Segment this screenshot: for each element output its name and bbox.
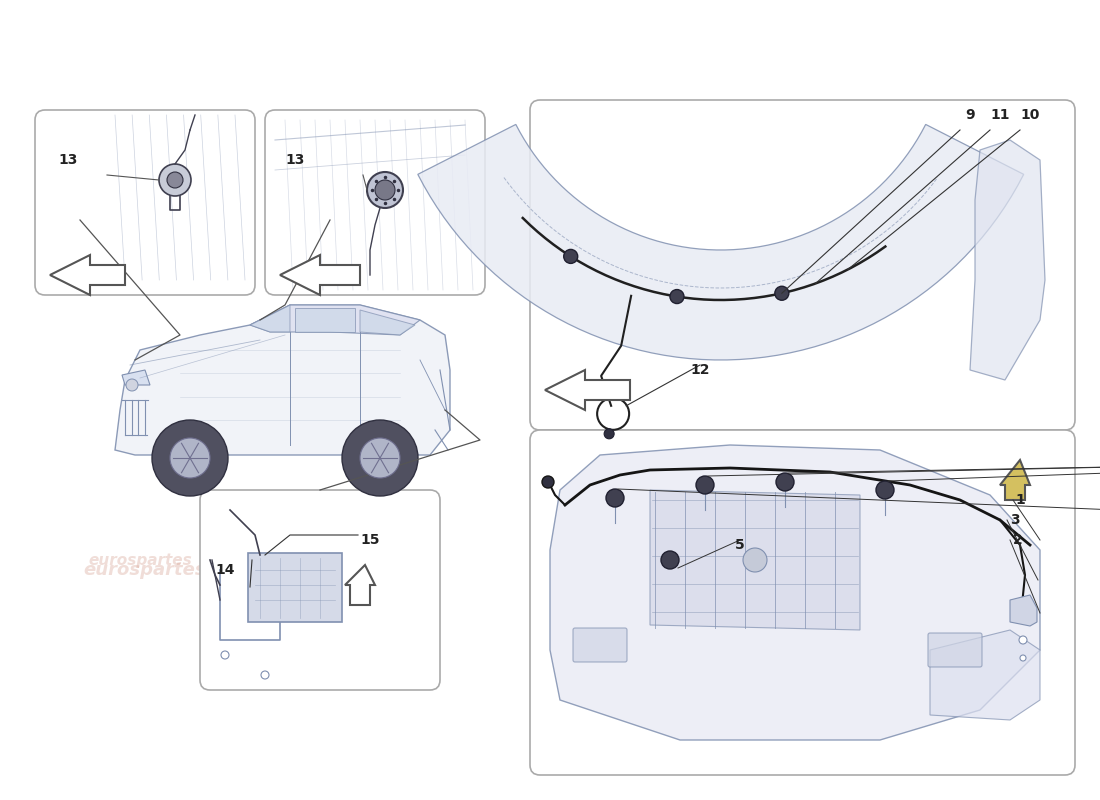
Text: eurospartes: eurospartes [84,561,207,579]
Text: 13: 13 [58,153,77,167]
Circle shape [606,489,624,507]
Text: 11: 11 [990,108,1010,122]
FancyBboxPatch shape [928,633,982,667]
Text: eurospartes: eurospartes [88,553,191,567]
Polygon shape [930,630,1040,720]
Text: eurospartes: eurospartes [758,642,862,658]
Circle shape [604,429,614,439]
Text: 3: 3 [1010,513,1020,527]
Text: eurospartes: eurospartes [84,226,207,244]
Circle shape [542,476,554,488]
Circle shape [661,551,679,569]
Text: eurospartes: eurospartes [318,553,422,567]
Polygon shape [418,125,1024,360]
Text: eurospartes: eurospartes [758,473,862,487]
Polygon shape [550,445,1040,740]
Polygon shape [970,140,1045,380]
Polygon shape [250,305,420,335]
Polygon shape [544,370,630,410]
FancyBboxPatch shape [248,553,342,622]
Circle shape [696,476,714,494]
Text: eurospartes: eurospartes [314,226,437,244]
Polygon shape [295,308,355,332]
FancyBboxPatch shape [573,628,627,662]
Circle shape [742,548,767,572]
Text: eurospartes: eurospartes [669,571,791,589]
Polygon shape [50,255,125,295]
Text: 10: 10 [1021,108,1040,122]
Polygon shape [280,255,360,295]
Circle shape [375,180,395,200]
Circle shape [261,671,270,679]
Circle shape [360,438,400,478]
Circle shape [367,172,403,208]
Circle shape [1020,655,1026,661]
Circle shape [776,473,794,491]
FancyBboxPatch shape [35,110,255,295]
Text: 9: 9 [965,108,975,122]
Polygon shape [116,305,450,455]
Polygon shape [650,490,860,630]
Circle shape [152,420,228,496]
Circle shape [126,379,138,391]
Text: eurospartes: eurospartes [749,561,871,579]
Polygon shape [360,310,415,335]
FancyBboxPatch shape [530,430,1075,775]
Text: 13: 13 [285,153,305,167]
Text: 12: 12 [691,363,710,377]
Text: 1: 1 [1015,493,1025,507]
Text: 5: 5 [735,538,745,552]
Polygon shape [345,565,375,605]
Text: eurospartes: eurospartes [628,193,732,207]
Text: 14: 14 [214,563,234,577]
Polygon shape [250,305,290,332]
Text: 2: 2 [1013,533,1023,547]
Text: eurospartes: eurospartes [314,561,437,579]
Polygon shape [1000,460,1030,500]
Circle shape [170,438,210,478]
Circle shape [221,651,229,659]
Text: 15: 15 [360,533,379,547]
Circle shape [876,481,894,499]
Text: eurospartes: eurospartes [669,221,791,239]
FancyBboxPatch shape [200,490,440,690]
Circle shape [167,172,183,188]
Text: eurospartes: eurospartes [628,522,732,538]
FancyBboxPatch shape [530,100,1075,430]
FancyBboxPatch shape [265,110,485,295]
Text: eurospartes: eurospartes [88,233,191,247]
Polygon shape [122,370,150,385]
Circle shape [670,290,684,303]
Text: eurospartes: eurospartes [749,671,871,689]
Circle shape [1019,636,1027,644]
Polygon shape [1010,595,1037,626]
Circle shape [563,250,578,263]
Text: eurospartes: eurospartes [318,233,422,247]
Circle shape [774,286,789,300]
Circle shape [342,420,418,496]
Circle shape [160,164,191,196]
